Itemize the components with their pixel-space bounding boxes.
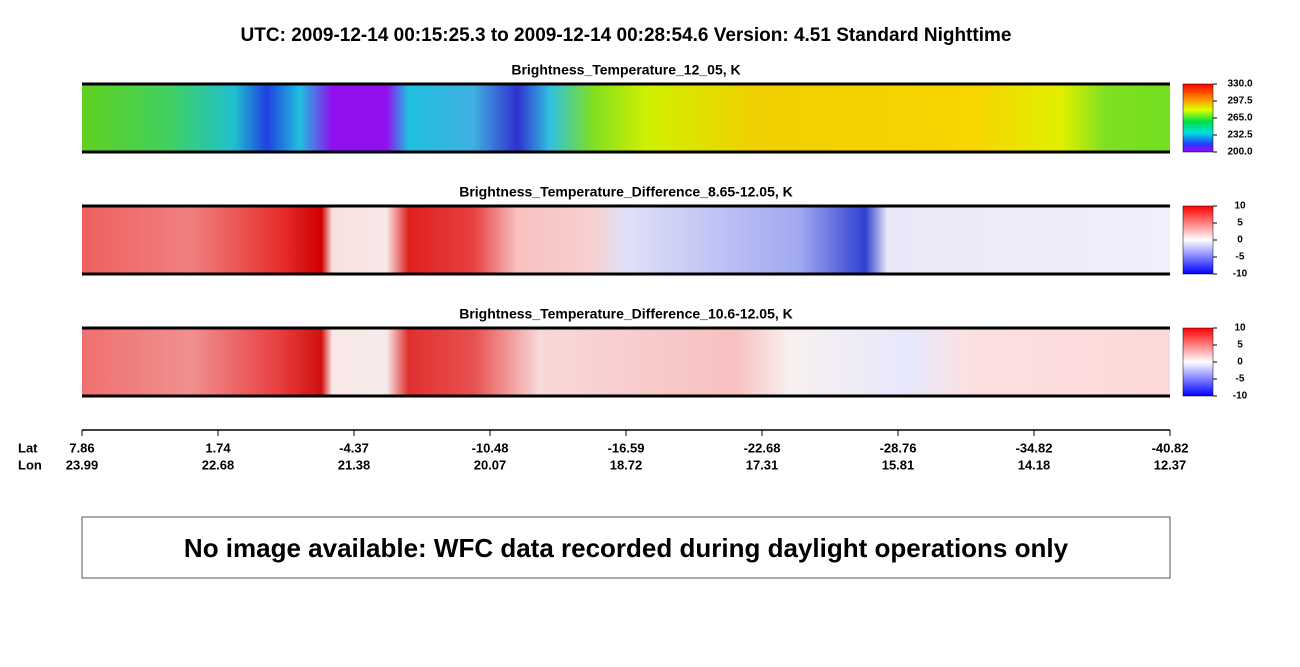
colorbar-tick-label: -10 — [1233, 391, 1248, 402]
lat-value: 7.86 — [69, 440, 94, 455]
colorbar-tick-label: 0 — [1237, 235, 1243, 246]
lon-value: 21.38 — [338, 457, 371, 472]
colorbar-tick-label: 10 — [1234, 323, 1246, 334]
colorbar-tick-label: 265.0 — [1227, 113, 1252, 124]
colorbar-tick-label: 232.5 — [1227, 130, 1252, 141]
page-title: UTC: 2009-12-14 00:15:25.3 to 2009-12-14… — [241, 25, 1012, 46]
colorbar-tick-label: 10 — [1234, 201, 1246, 212]
colorbar-tick-label: -5 — [1236, 374, 1245, 385]
colorbar-tick-label: 5 — [1237, 340, 1243, 351]
lat-value: -22.68 — [744, 440, 781, 455]
panel-title: Brightness_Temperature_Difference_10.6-1… — [459, 306, 793, 322]
lat-value: -28.76 — [880, 440, 917, 455]
message: No image available: WFC data recorded du… — [184, 533, 1069, 563]
colorbar-tick-label: 200.0 — [1227, 147, 1252, 158]
colorbar-tick-label: 5 — [1237, 218, 1243, 229]
message-box — [81, 516, 1171, 579]
heatmap-strip — [82, 206, 1170, 274]
colorbar — [1182, 83, 1214, 153]
lon-value: 20.07 — [474, 457, 507, 472]
lon-value: 22.68 — [202, 457, 235, 472]
lon-value: 23.99 — [66, 457, 99, 472]
colorbar-tick-label: -10 — [1233, 269, 1248, 280]
colorbar-tick-label: -5 — [1236, 252, 1245, 263]
colorbar — [1182, 205, 1214, 275]
colorbar — [1182, 327, 1214, 397]
lon-value: 12.37 — [1154, 457, 1187, 472]
lat-value: -40.82 — [1152, 440, 1189, 455]
lon-value: 14.18 — [1018, 457, 1051, 472]
colorbar-tick-label: 0 — [1237, 357, 1243, 368]
panel-title: Brightness_Temperature_12_05, K — [511, 62, 740, 78]
lat-value: 1.74 — [205, 440, 231, 455]
lon-label: Lon — [18, 457, 42, 472]
lat-label: Lat — [18, 440, 38, 455]
lon-value: 15.81 — [882, 457, 915, 472]
heatmap-strip — [82, 328, 1170, 396]
lat-value: -34.82 — [1016, 440, 1053, 455]
heatmap-strip — [82, 84, 1170, 152]
lon-value: 17.31 — [746, 457, 779, 472]
lat-value: -10.48 — [472, 440, 509, 455]
panel-title: Brightness_Temperature_Difference_8.65-1… — [459, 184, 793, 200]
lat-value: -4.37 — [339, 440, 369, 455]
lon-value: 18.72 — [610, 457, 643, 472]
colorbar-tick-label: 297.5 — [1227, 96, 1252, 107]
colorbar-tick-label: 330.0 — [1227, 79, 1252, 90]
lat-value: -16.59 — [608, 440, 645, 455]
